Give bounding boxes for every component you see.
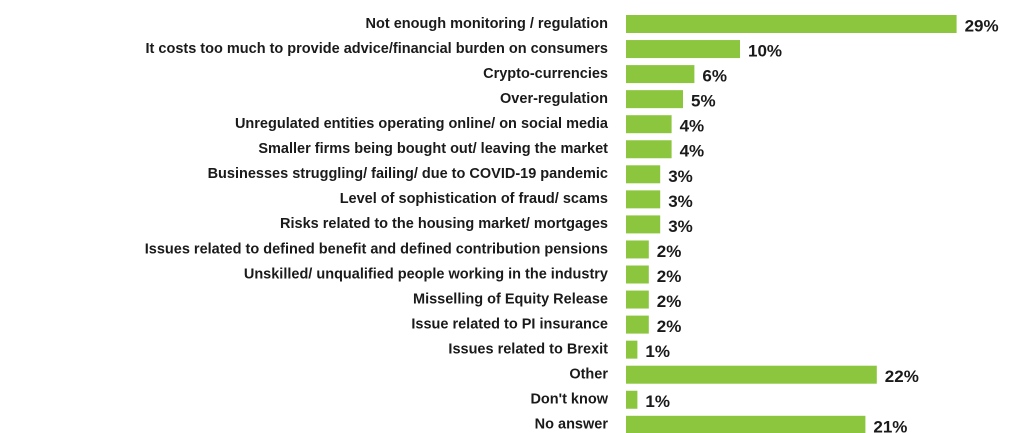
category-label: Unregulated entities operating online/ o… xyxy=(235,116,609,132)
bar xyxy=(626,65,695,84)
value-label: 2% xyxy=(657,317,682,336)
bar xyxy=(626,215,661,234)
value-label: 2% xyxy=(657,292,682,311)
bar xyxy=(626,265,649,284)
value-label: 21% xyxy=(873,417,907,433)
category-label: Unskilled/ unqualified people working in… xyxy=(244,266,608,282)
category-label: Crypto-currencies xyxy=(483,66,608,82)
value-label: 5% xyxy=(691,92,716,111)
value-label: 1% xyxy=(645,392,670,411)
value-label: 6% xyxy=(702,67,727,86)
bar xyxy=(626,240,649,259)
bar xyxy=(626,415,866,433)
bar xyxy=(626,390,638,409)
value-label: 2% xyxy=(657,267,682,286)
category-label: Businesses struggling/ failing/ due to C… xyxy=(208,166,608,182)
value-label: 3% xyxy=(668,217,693,236)
value-label: 10% xyxy=(748,42,782,61)
bar xyxy=(626,140,672,159)
bar xyxy=(626,40,740,59)
bar xyxy=(626,340,638,359)
value-label: 22% xyxy=(885,367,919,386)
bar xyxy=(626,315,649,334)
value-label: 29% xyxy=(965,16,999,35)
category-label: Issue related to PI insurance xyxy=(411,316,608,332)
category-label: Risks related to the housing market/ mor… xyxy=(280,216,608,232)
category-label: Other xyxy=(569,367,608,383)
value-label: 4% xyxy=(680,142,705,161)
category-label: It costs too much to provide advice/fina… xyxy=(146,41,608,57)
category-label: Over-regulation xyxy=(500,91,608,107)
bar xyxy=(626,115,672,134)
bar xyxy=(626,15,957,33)
bar xyxy=(626,290,649,309)
value-label: 1% xyxy=(645,342,670,361)
category-label: Not enough monitoring / regulation xyxy=(366,16,608,32)
category-label: Issues related to defined benefit and de… xyxy=(145,241,608,257)
category-label: Issues related to Brexit xyxy=(448,341,608,357)
category-label: Misselling of Equity Release xyxy=(413,291,608,307)
bar xyxy=(626,365,877,384)
category-label: Don't know xyxy=(530,392,608,408)
category-label: Smaller firms being bought out/ leaving … xyxy=(258,141,608,157)
value-label: 3% xyxy=(668,167,693,186)
bar xyxy=(626,165,661,184)
value-label: 2% xyxy=(657,242,682,261)
value-label: 4% xyxy=(680,117,705,136)
bar xyxy=(626,90,683,109)
value-label: 3% xyxy=(668,192,693,211)
category-label: Level of sophistication of fraud/ scams xyxy=(340,191,608,207)
bar xyxy=(626,190,661,209)
category-label: No answer xyxy=(535,417,609,433)
